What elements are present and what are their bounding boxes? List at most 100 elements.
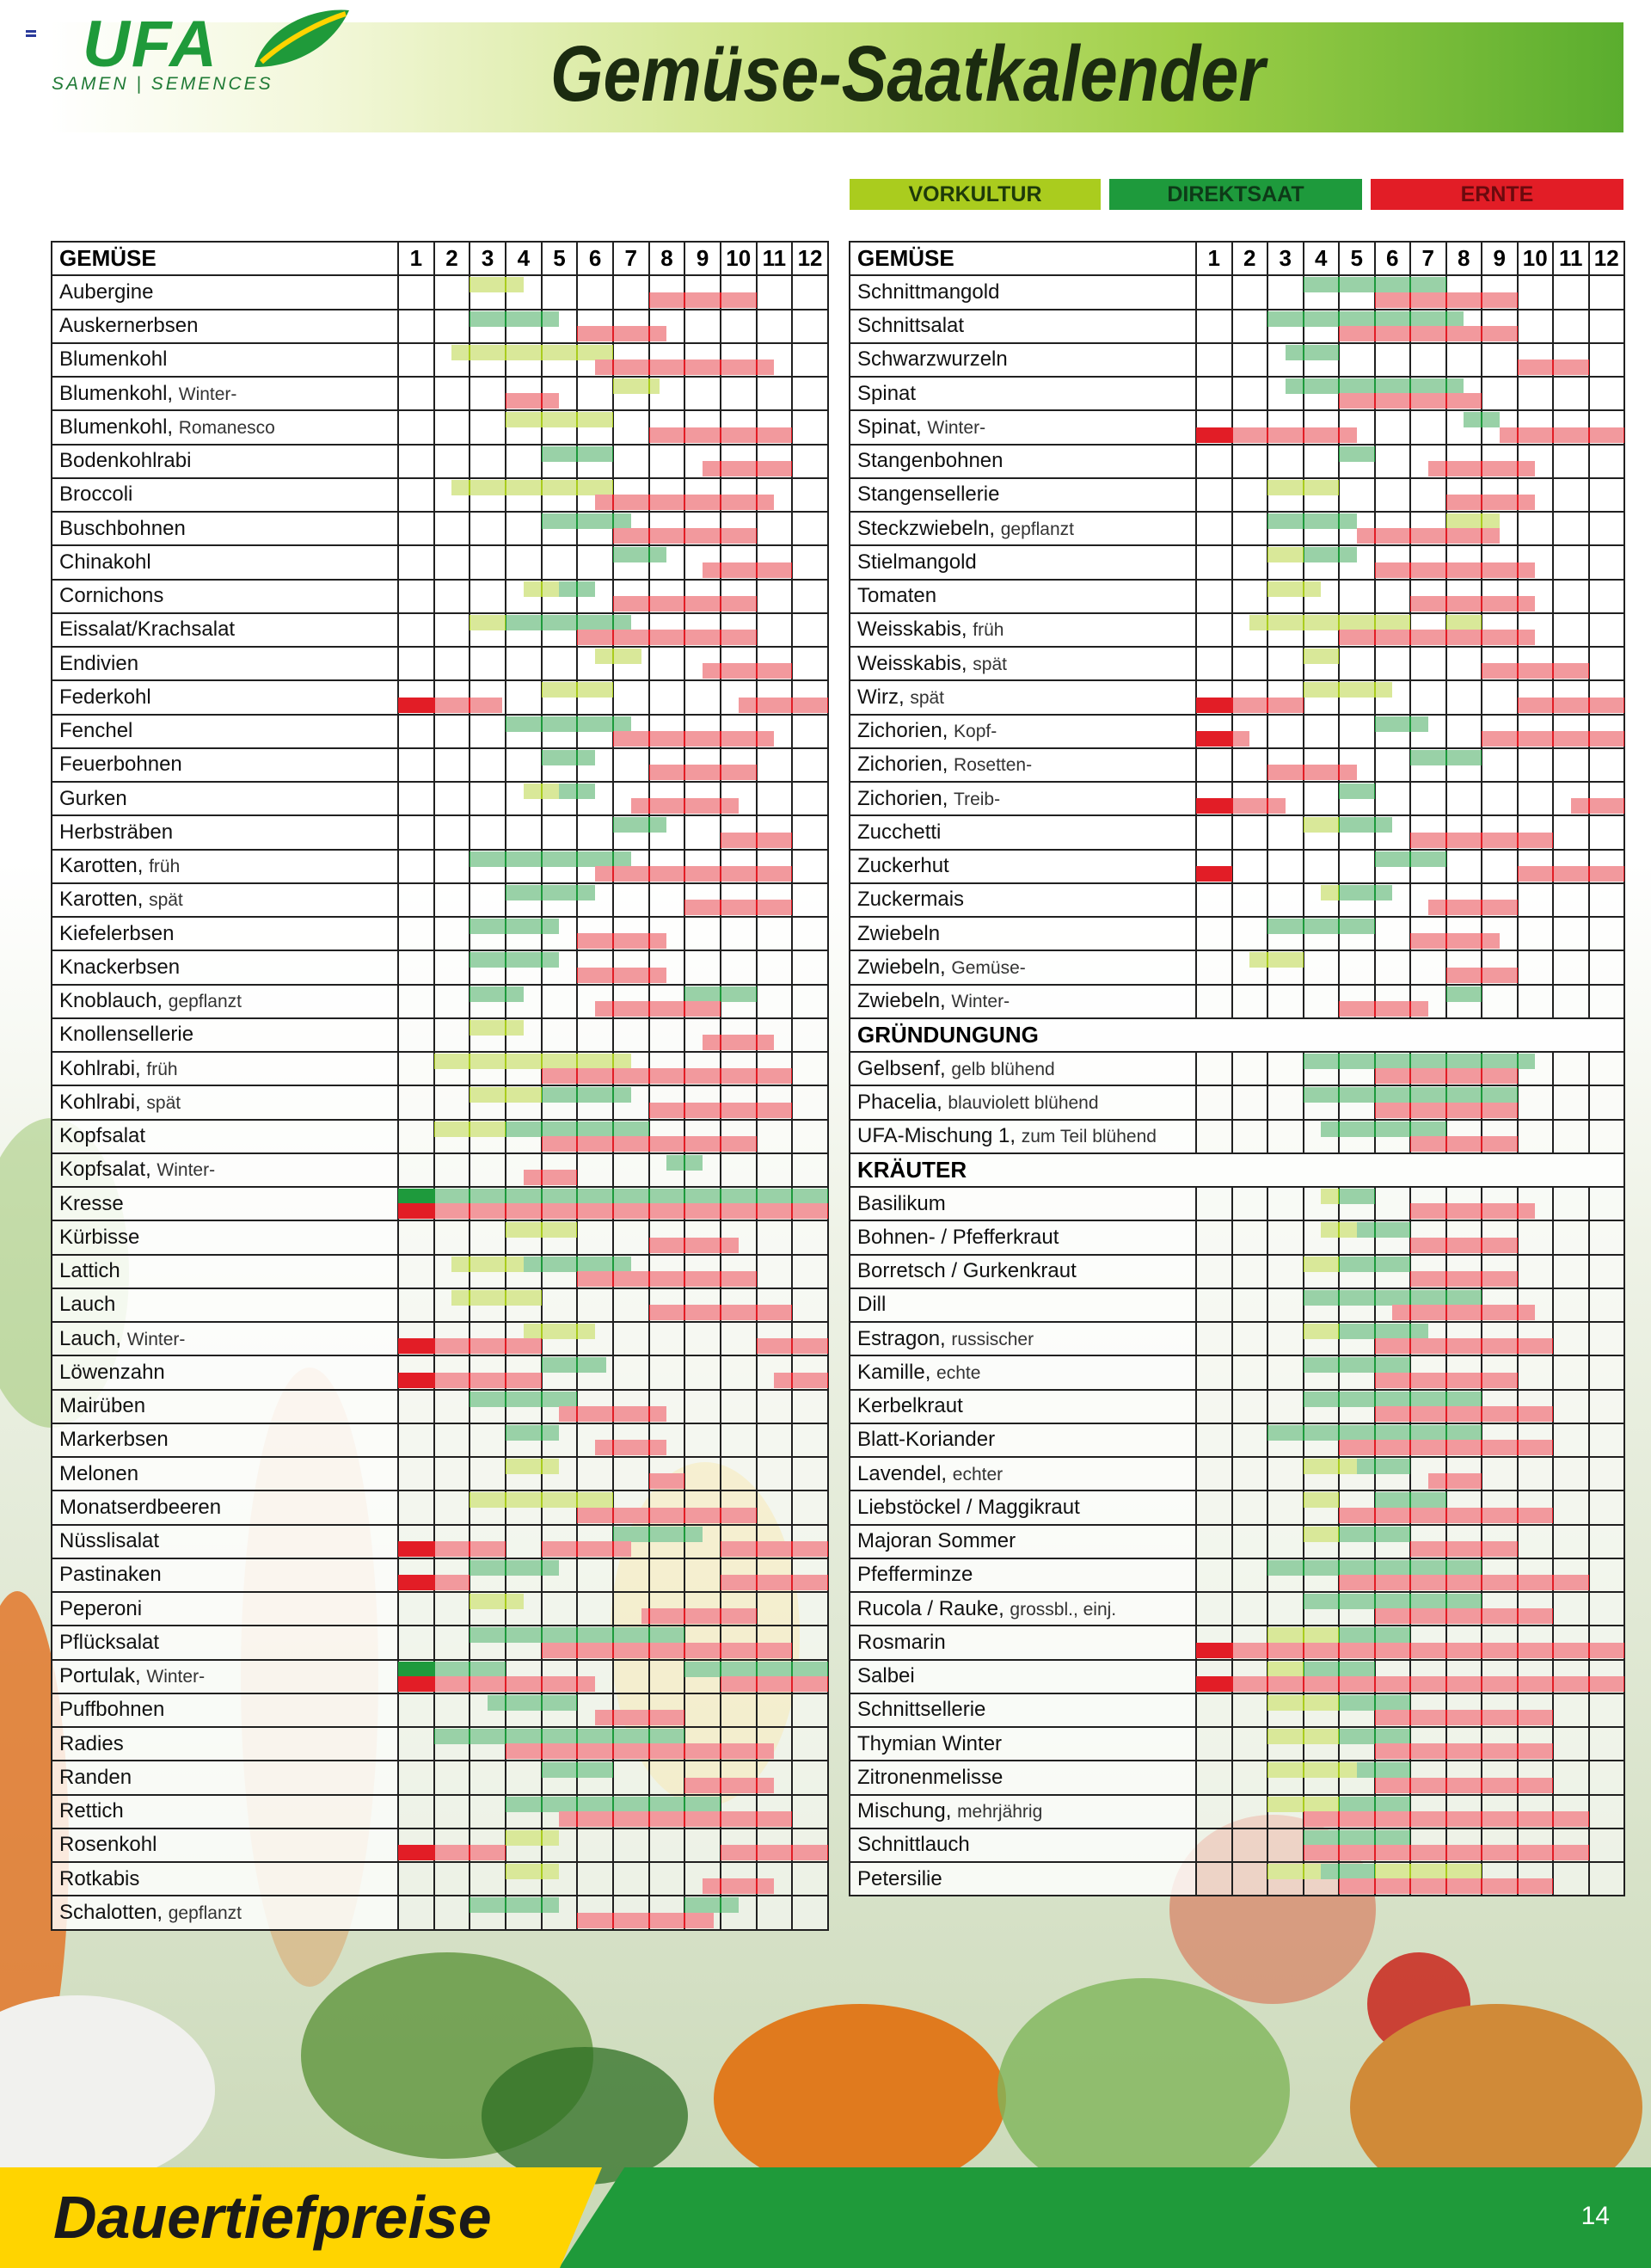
vegetable-name: Rosenkohl bbox=[51, 1827, 399, 1864]
month-cell bbox=[1267, 1625, 1304, 1661]
month-cell bbox=[648, 443, 686, 479]
month-cell bbox=[1338, 1118, 1376, 1154]
month-cell bbox=[1587, 544, 1625, 581]
month-cell bbox=[1516, 1355, 1554, 1391]
month-cell bbox=[433, 983, 471, 1019]
month-cell bbox=[1552, 510, 1590, 547]
month-cell bbox=[791, 476, 829, 513]
month-cell bbox=[1552, 443, 1590, 479]
table-row: Nüsslisalat bbox=[51, 1523, 829, 1559]
month-cell bbox=[1302, 983, 1340, 1019]
month-cell bbox=[469, 1152, 506, 1189]
month-header-4: 4 bbox=[504, 240, 543, 277]
month-cell bbox=[1195, 915, 1500, 952]
month-cell bbox=[469, 578, 506, 614]
month-cell bbox=[1195, 1860, 1553, 1897]
month-cell bbox=[1373, 1760, 1411, 1796]
month-cell bbox=[1373, 780, 1411, 817]
month-cell bbox=[1302, 950, 1340, 986]
vegetable-name: Rotkabis bbox=[51, 1860, 399, 1897]
month-cell bbox=[1409, 1490, 1447, 1526]
month-cell bbox=[1302, 1220, 1340, 1256]
month-cell bbox=[1481, 1455, 1519, 1492]
month-cell bbox=[397, 1793, 793, 1829]
month-cell bbox=[433, 814, 471, 851]
vegetable-name: Kamille, echte bbox=[849, 1355, 1197, 1391]
month-cell bbox=[397, 882, 793, 919]
month-cell bbox=[1195, 544, 1536, 581]
month-cell bbox=[1195, 1523, 1518, 1559]
month-cell bbox=[397, 612, 757, 648]
month-cell bbox=[1445, 679, 1482, 716]
month-cell bbox=[1267, 476, 1304, 513]
month-cell bbox=[1587, 578, 1625, 614]
month-cell bbox=[611, 1692, 650, 1729]
month-cell bbox=[1302, 1490, 1340, 1526]
month-cell bbox=[684, 1725, 721, 1762]
month-cell bbox=[576, 780, 614, 817]
month-cell bbox=[504, 308, 543, 344]
month-cell bbox=[755, 1017, 794, 1054]
vegetable-name: Zichorien, Kopf- bbox=[849, 713, 1197, 749]
month-cell bbox=[684, 1860, 721, 1897]
vegetable-name: Lattich bbox=[51, 1253, 399, 1289]
month-header-3: 3 bbox=[1267, 240, 1304, 277]
month-cell bbox=[433, 950, 471, 986]
month-cell bbox=[1552, 375, 1590, 412]
month-cell bbox=[1267, 1253, 1304, 1289]
month-cell bbox=[576, 1523, 614, 1559]
month-cell bbox=[397, 983, 757, 1019]
month-cell bbox=[755, 1152, 794, 1189]
month-cell bbox=[576, 375, 614, 412]
month-cell bbox=[1373, 882, 1411, 919]
month-cell bbox=[719, 1490, 758, 1526]
table-row: Rosmarin bbox=[849, 1625, 1625, 1661]
month-cell bbox=[719, 1455, 758, 1492]
vegetable-name: Lauch, Winter- bbox=[51, 1320, 399, 1357]
month-cell bbox=[719, 1793, 758, 1829]
month-cell bbox=[1338, 409, 1376, 446]
table-row: Knollensellerie bbox=[51, 1017, 829, 1054]
month-cell bbox=[611, 1590, 650, 1627]
month-cell bbox=[469, 1557, 506, 1594]
month-cell bbox=[504, 645, 543, 682]
month-cell bbox=[1231, 713, 1268, 749]
month-cell bbox=[397, 544, 793, 581]
table-row: Liebstöckel / Maggikraut bbox=[849, 1490, 1625, 1526]
month-cell bbox=[1338, 1523, 1376, 1559]
month-cell bbox=[791, 983, 829, 1019]
month-cell bbox=[1552, 1050, 1590, 1087]
month-cell bbox=[1481, 645, 1519, 682]
month-cell bbox=[540, 1118, 579, 1154]
month-cell bbox=[1516, 882, 1554, 919]
month-cell bbox=[1552, 1085, 1590, 1121]
month-cell bbox=[1409, 476, 1447, 513]
month-cell bbox=[684, 679, 721, 716]
month-cell bbox=[504, 1523, 543, 1559]
month-cell bbox=[1587, 1490, 1625, 1526]
month-cell bbox=[469, 1860, 506, 1897]
month-cell bbox=[1373, 1050, 1411, 1087]
month-cell bbox=[540, 375, 579, 412]
month-cell bbox=[1231, 1118, 1268, 1154]
month-cell bbox=[540, 1050, 579, 1087]
month-cell bbox=[433, 510, 471, 547]
vegetable-name: Chinakohl bbox=[51, 544, 399, 581]
month-cell bbox=[1587, 1658, 1625, 1694]
month-cell bbox=[469, 882, 506, 919]
month-cell bbox=[1267, 1692, 1304, 1729]
month-cell bbox=[1587, 1860, 1625, 1897]
month-cell bbox=[1195, 1692, 1553, 1729]
month-cell bbox=[719, 274, 758, 310]
table-row: Blumenkohl bbox=[51, 341, 829, 378]
month-cell bbox=[469, 510, 506, 547]
vegetable-name: Kohlrabi, spät bbox=[51, 1085, 399, 1121]
month-cell bbox=[469, 443, 506, 479]
footer-green-band bbox=[559, 2167, 1651, 2268]
month-header-2: 2 bbox=[1231, 240, 1268, 277]
month-cell bbox=[540, 274, 579, 310]
month-cell bbox=[719, 1220, 758, 1256]
month-cell bbox=[576, 1320, 614, 1357]
month-cell bbox=[1373, 544, 1411, 581]
month-cell bbox=[684, 1220, 721, 1256]
